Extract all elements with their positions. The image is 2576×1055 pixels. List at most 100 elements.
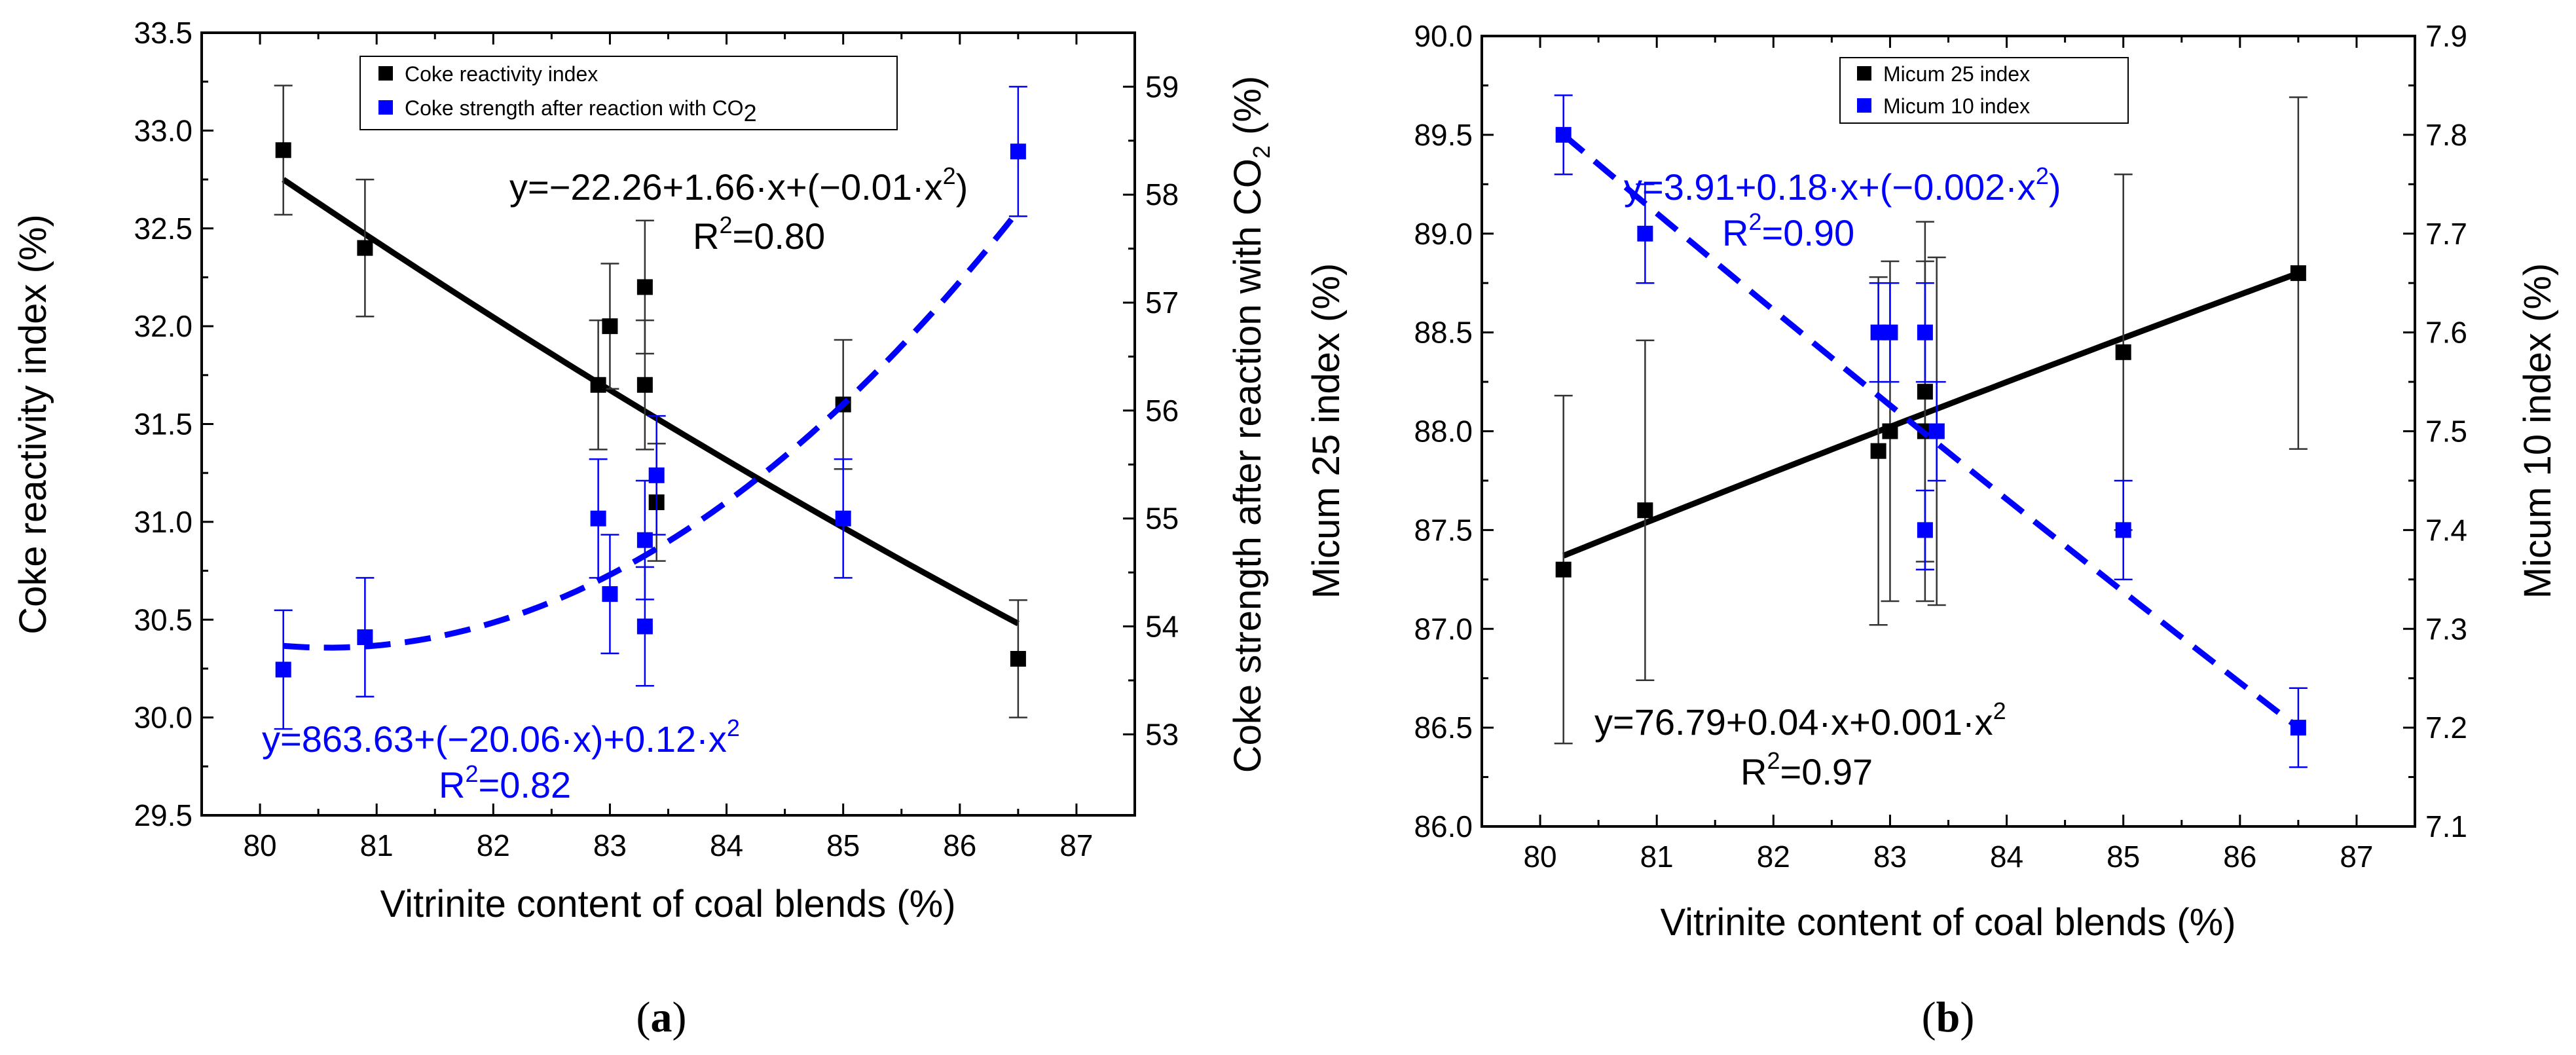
data-point — [602, 318, 618, 335]
data-point — [1917, 384, 1933, 400]
y2-tick-label: 7.6 — [2425, 316, 2467, 350]
data-point — [835, 510, 851, 527]
data-point — [1870, 443, 1886, 459]
data-point — [1010, 143, 1026, 160]
y-tick-label: 90.0 — [1414, 19, 1473, 53]
y2-tick-label: 7.1 — [2425, 809, 2467, 843]
x-tick-label: 85 — [826, 828, 860, 862]
data-point — [602, 586, 618, 602]
data-point — [2290, 720, 2306, 736]
y2-tick-label: 7.8 — [2425, 118, 2467, 152]
x-tick-label: 86 — [943, 828, 976, 862]
x-tick-label: 84 — [710, 828, 743, 862]
data-point — [1928, 423, 1945, 439]
data-point — [636, 377, 653, 393]
y-tick-label: 32.5 — [134, 212, 193, 246]
legend-marker-blue — [378, 100, 393, 115]
y2-tick-label: 54 — [1145, 610, 1179, 644]
r-squared-blue: R2=0.82 — [439, 760, 571, 805]
x-tick-label: 87 — [2340, 840, 2373, 874]
legend-label-blue: Coke strength after reaction with CO2 — [405, 96, 757, 126]
data-point — [636, 532, 653, 548]
x-tick-label: 80 — [1523, 840, 1556, 874]
fit-line-black — [1562, 270, 2300, 559]
fit-equation-black: y=−22.26+1.66·x+(−0.01·x2) — [509, 162, 968, 208]
y2-tick-label: 7.5 — [2425, 415, 2467, 449]
y-tick-label: 86.5 — [1414, 711, 1473, 745]
data-point — [1637, 225, 1653, 242]
legend: Coke reactivity index Coke strength afte… — [359, 56, 898, 130]
y2-tick-label: 7.7 — [2425, 217, 2467, 251]
data-point — [1882, 324, 1898, 341]
fit-equation-blue: y=863.63+(−20.06·x)+0.12·x2 — [262, 714, 740, 760]
y2-tick-label: 7.2 — [2425, 711, 2467, 745]
y2-tick-label: 58 — [1145, 177, 1179, 212]
y-tick-label: 33.5 — [134, 16, 193, 50]
y-axis-label-left: Micum 25 index (%) — [1305, 263, 1348, 599]
data-point — [2115, 522, 2131, 538]
x-tick-label: 84 — [1990, 840, 2023, 874]
data-point — [636, 618, 653, 635]
y2-tick-label: 55 — [1145, 502, 1179, 536]
data-point — [1010, 651, 1026, 667]
legend-box — [1839, 57, 2129, 124]
x-tick-label: 81 — [360, 828, 394, 862]
fit-line-blue — [1561, 132, 2300, 730]
legend-marker-black — [378, 66, 393, 81]
data-point — [275, 661, 291, 678]
data-point — [275, 142, 291, 158]
y-tick-label: 31.5 — [134, 407, 193, 441]
y-tick-label: 86.0 — [1414, 809, 1473, 843]
x-tick-label: 80 — [243, 828, 276, 862]
fit-line-blue — [283, 209, 1021, 651]
r-squared-black: R2=0.97 — [1740, 747, 1873, 792]
y-axis-label-left: Coke reactivity index (%) — [12, 214, 54, 634]
y-tick-label: 30.0 — [134, 701, 193, 735]
data-point — [1555, 561, 1572, 578]
y-tick-label: 89.5 — [1414, 118, 1473, 152]
r-squared-black: R2=0.80 — [693, 212, 825, 257]
data-point — [1555, 126, 1572, 143]
legend-label-blue: Micum 10 index — [1883, 94, 2030, 118]
y-tick-label: 87.0 — [1414, 612, 1473, 646]
y-tick-label: 89.0 — [1414, 217, 1473, 251]
y2-tick-label: 56 — [1145, 394, 1179, 428]
x-axis-label: Vitrinite content of coal blends (%) — [380, 883, 955, 925]
y-tick-label: 31.0 — [134, 505, 193, 539]
r-squared-blue: R2=0.90 — [1722, 208, 1854, 253]
y-tick-label: 88.5 — [1414, 316, 1473, 350]
x-tick-label: 87 — [1059, 828, 1093, 862]
fit-equation-blue: y=3.91+0.18·x+(−0.002·x2) — [1624, 162, 2061, 208]
x-axis-label: Vitrinite content of coal blends (%) — [1660, 901, 2236, 944]
y-tick-label: 87.5 — [1414, 513, 1473, 547]
data-point — [1637, 502, 1653, 519]
panel-label: (b) — [1922, 993, 1975, 1041]
data-point — [2290, 265, 2306, 282]
y2-tick-label: 59 — [1145, 69, 1179, 103]
panel-label: (a) — [636, 993, 687, 1041]
y-tick-label: 30.5 — [134, 602, 193, 637]
legend-marker-black — [1857, 66, 1871, 81]
legend-marker-blue — [1857, 98, 1871, 113]
y-tick-label: 32.0 — [134, 309, 193, 343]
x-tick-label: 83 — [593, 828, 627, 862]
legend-label-black: Coke reactivity index — [405, 62, 598, 86]
x-tick-label: 82 — [477, 828, 510, 862]
y-tick-label: 88.0 — [1414, 415, 1473, 449]
legend-box — [359, 56, 898, 130]
data-point — [1882, 423, 1898, 439]
x-tick-label: 85 — [2107, 840, 2140, 874]
data-point — [1917, 324, 1933, 341]
legend: Micum 25 index Micum 10 index — [1839, 57, 2129, 124]
x-tick-label: 86 — [2223, 840, 2256, 874]
y2-tick-label: 7.9 — [2425, 19, 2467, 53]
data-point — [648, 467, 665, 483]
y-tick-label: 29.5 — [134, 798, 193, 832]
y-axis-label-right: Micum 10 index (%) — [2516, 263, 2559, 599]
data-point — [636, 279, 653, 295]
y2-tick-label: 57 — [1145, 286, 1179, 320]
fit-line-black — [282, 177, 1020, 627]
legend-label-black: Micum 25 index — [1883, 62, 2030, 86]
y-axis-label-right: Coke strength after reaction with CO2 (%… — [1226, 76, 1275, 773]
y-tick-label: 33.0 — [134, 113, 193, 147]
